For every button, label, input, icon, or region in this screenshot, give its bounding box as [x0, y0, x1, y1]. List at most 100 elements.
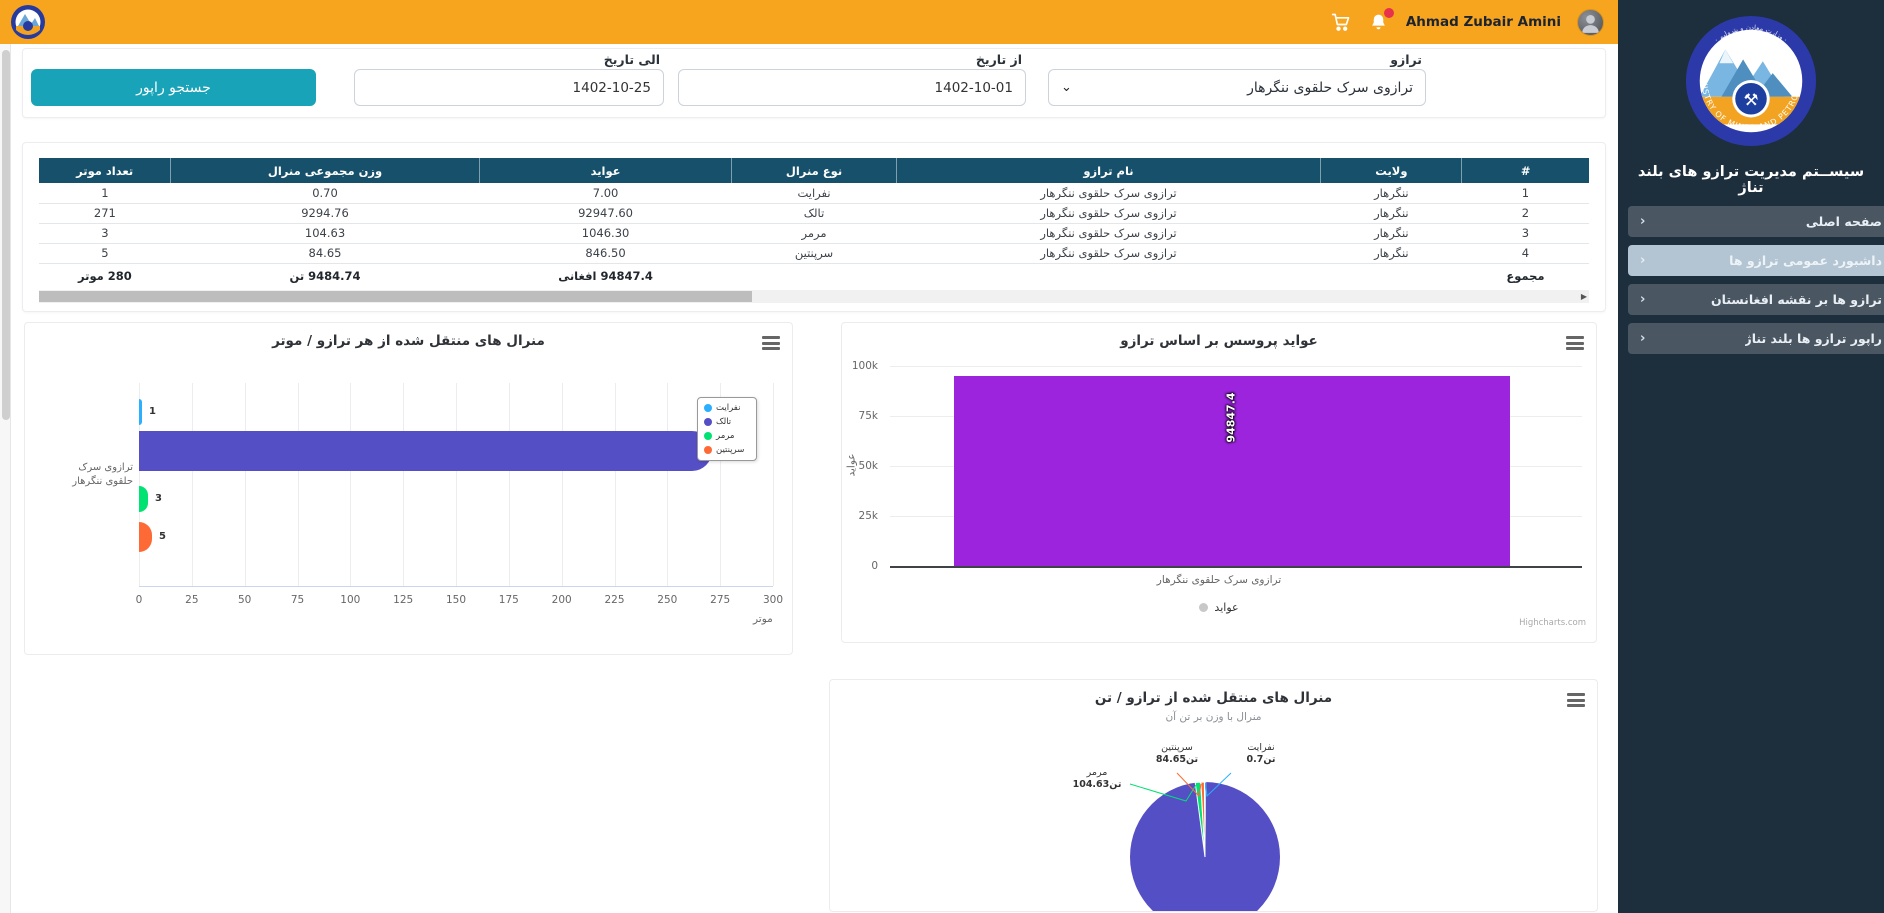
bar-chart-plot-area: 127135 [139, 383, 774, 586]
pie-chart-panel: منرال های منتقل شده از ترازو / تن منرال … [829, 679, 1598, 912]
chart-menu-icon[interactable] [1567, 693, 1585, 707]
svg-text:⚒: ⚒ [1743, 90, 1758, 110]
legend-item[interactable]: نفرایت [704, 403, 750, 413]
table-cell: ننگرهار [1320, 243, 1462, 264]
scale-select[interactable]: ترازوی سرک حلقوی ننگرهار ⌄ [1048, 69, 1426, 106]
from-date-input[interactable] [678, 69, 1026, 106]
pie-label-serpentine: سرپنتین 84.65تن [1155, 742, 1199, 765]
x-axis-tick: 175 [498, 594, 519, 606]
chevron-icon: › [1640, 214, 1646, 229]
y-axis-tick: 25k [858, 510, 878, 522]
table-header-row: # ولایت نام ترازو نوع منرال عواید وزن مجموعی … [39, 158, 1589, 183]
to-date-input[interactable] [354, 69, 664, 106]
table-cell: ترازوی سرک حلقوی ننگرهار [896, 183, 1321, 204]
sidebar: ⚒ MINISTRY OF MINES AND PETROLEUM · وزار… [1618, 0, 1884, 913]
app-title: سیســتم مدیریت ترازو های بلند تناژ [1637, 164, 1865, 196]
sidebar-item-3[interactable]: راپور ترازو ها بلند تناژ › [1628, 323, 1884, 354]
bar-0[interactable] [139, 399, 142, 425]
table-cell: 2 [1461, 203, 1589, 224]
legend-marker-icon [704, 404, 712, 412]
ministry-logo: ⚒ MINISTRY OF MINES AND PETROLEUM · وزار… [1678, 5, 1820, 150]
bar-chart-title: منرال های منتقل شده از هر ترازو / موتر [272, 333, 545, 349]
revenue-column-bar[interactable] [954, 376, 1510, 566]
pie-slice-nephrite[interactable] [1204, 781, 1207, 858]
chevron-down-icon: ⌄ [1061, 80, 1072, 95]
table-total-row: مجموع 94847.4 افغانی 9484.74 تن 280 موتر [39, 263, 1589, 288]
table-cell: 84.65 [170, 243, 480, 264]
bar-1[interactable] [139, 431, 712, 471]
table-row: 3 ننگرهار ترازوی سرک حلقوی ننگرهار مرمر 1046… [39, 223, 1589, 244]
table-cell: 1046.30 [479, 223, 732, 244]
pie-chart [1129, 772, 1280, 911]
user-avatar[interactable] [1577, 8, 1604, 36]
table-row: 2 ننگرهار ترازوی سرک حلقوی ننگرهار تالک 9294… [39, 203, 1589, 224]
table-total-cell: مجموع [1461, 263, 1589, 288]
table-cell: ننگرهار [1320, 183, 1462, 204]
legend-item[interactable]: سرپنتین [704, 445, 750, 455]
sidebar-item-2[interactable]: ترازو ها بر نقشه افغانستان › [1628, 284, 1884, 315]
legend-item-revenue[interactable]: عواید [1214, 601, 1239, 614]
search-report-button[interactable]: جستجو راپور [31, 69, 316, 106]
column-chart-category-label: ترازوی سرک حلقوی ننگرهار [1156, 574, 1282, 586]
table-header-cell: نوع منرال [731, 158, 897, 183]
table-total-cell: 9484.74 تن [170, 263, 480, 288]
chevron-icon: › [1640, 253, 1646, 268]
table-cell: 9294.76 [170, 203, 480, 224]
nephrite-connector-line [1205, 772, 1232, 798]
pie-slice-serpentine[interactable] [1200, 781, 1206, 858]
highcharts-credit[interactable]: Highcharts.com [1519, 618, 1586, 628]
sidebar-item-0[interactable]: صفحه اصلی › [1628, 206, 1884, 237]
x-axis-tick: 300 [762, 594, 784, 606]
x-axis-tick: 100 [340, 594, 361, 606]
bar-data-label: 3 [155, 493, 162, 504]
table-cell: ننگرهار [1320, 223, 1462, 244]
scroll-right-arrow-icon[interactable]: ▶ [1580, 292, 1587, 301]
bar-chart-legend: نفرایت تالک مرمر سرپنتین [697, 397, 757, 461]
scale-select-value: ترازوی سرک حلقوی ننگرهار [1247, 79, 1413, 96]
table-cell: ترازوی سرک حلقوی ننگرهار [896, 223, 1321, 244]
marble-connector-line [1129, 783, 1197, 802]
table-horizontal-scrollbar[interactable]: ▶ [39, 290, 1589, 303]
table-cell: 4 [1461, 243, 1589, 264]
sidebar-item-1[interactable]: داشبورد عمومی ترازو ها › [1628, 245, 1884, 276]
table-cell: 846.50 [479, 243, 732, 264]
x-axis-tick: 125 [393, 594, 414, 606]
from-date-label: از تاریخ [975, 52, 1022, 67]
table-cell: 5 [39, 243, 171, 264]
table-cell: ننگرهار [1320, 203, 1462, 224]
y-axis-tick: 75k [858, 410, 878, 422]
table-header-cell: تعداد موتر [39, 158, 171, 183]
bar-2[interactable] [139, 486, 148, 512]
table-cell: 1 [39, 183, 171, 204]
bar-3[interactable] [139, 522, 152, 552]
vertical-scrollbar[interactable] [0, 44, 11, 913]
user-name[interactable]: Ahmad Zubair Amini [1405, 14, 1561, 30]
chart-menu-icon[interactable] [1566, 336, 1584, 350]
chart-menu-icon[interactable] [762, 336, 780, 350]
table-cell: ترازوی سرک حلقوی ننگرهار [896, 243, 1321, 264]
legend-marker-icon [704, 418, 712, 426]
report-table: # ولایت نام ترازو نوع منرال عواید وزن مجموعی … [39, 158, 1589, 288]
notifications-bell-icon[interactable] [1368, 7, 1395, 33]
legend-marker-icon [704, 432, 712, 440]
bar-data-label: 1 [149, 406, 156, 417]
table-total-cell: 280 موتر [39, 263, 171, 288]
x-axis-tick: 250 [657, 594, 678, 606]
table-total-cell: 94847.4 افغانی [479, 263, 732, 288]
legend-item[interactable]: مرمر [704, 431, 750, 441]
vertical-scrollbar-thumb[interactable] [1, 50, 10, 420]
table-cell: ترازوی سرک حلقوی ننگرهار [896, 203, 1321, 224]
table-cell: نفرایت [731, 183, 897, 204]
cart-icon[interactable] [1330, 11, 1352, 33]
table-cell: مرمر [731, 223, 897, 244]
table-header-cell: ولایت [1320, 158, 1462, 183]
pie-chart-subtitle: منرال با وزن بر تن آن [1165, 711, 1262, 723]
pie-chart-title: منرال های منتقل شده از ترازو / تن [1094, 690, 1333, 706]
column-chart-x-axis [890, 566, 1582, 568]
table-scrollbar-thumb[interactable] [39, 291, 752, 302]
table-header-cell: # [1461, 158, 1589, 183]
column-chart-title: عواید پروسس بر اساس ترازو [1120, 333, 1318, 349]
table-cell: 3 [39, 223, 171, 244]
legend-item[interactable]: تالک [704, 417, 750, 427]
